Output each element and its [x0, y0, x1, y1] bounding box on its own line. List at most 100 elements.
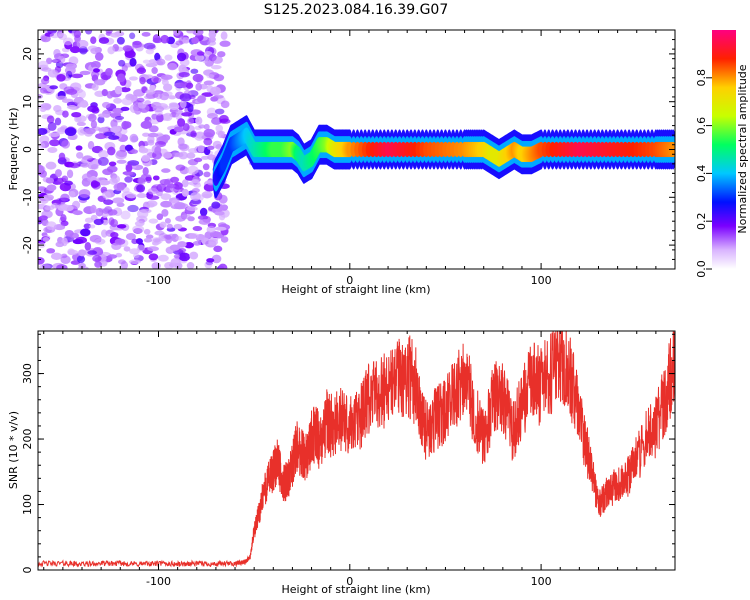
heatmap-cell — [60, 255, 71, 265]
heatmap-cell — [145, 48, 155, 55]
heatmap-cell — [207, 40, 217, 46]
heatmap-cell — [214, 108, 225, 115]
heatmap-cell — [90, 163, 99, 170]
heatmap-cell — [56, 129, 66, 135]
heatmap-cell — [114, 85, 123, 95]
heatmap-cell — [160, 200, 173, 208]
heatmap-cell — [40, 87, 47, 94]
heatmap-cell — [97, 127, 109, 132]
heatmap-cell — [137, 101, 147, 109]
heatmap-cell — [79, 45, 88, 55]
heatmap-cell — [95, 133, 107, 140]
heatmap-cell — [180, 81, 188, 87]
heatmap-cell — [76, 151, 84, 159]
heatmap-cell — [124, 176, 133, 183]
heatmap-cell — [76, 121, 86, 127]
heatmap-cell — [92, 255, 102, 262]
heatmap-cell — [145, 89, 156, 95]
heatmap-cell — [90, 36, 97, 44]
heatmap-cell — [98, 150, 109, 159]
heatmap-cell — [142, 167, 149, 176]
heatmap-cell — [173, 254, 180, 259]
heatmap-cell — [94, 52, 104, 61]
heatmap-cell — [166, 183, 176, 189]
heatmap-cell — [203, 80, 215, 86]
heatmap-cell — [159, 91, 170, 101]
heatmap-cell — [206, 74, 215, 79]
heatmap-cell — [147, 202, 155, 208]
heatmap-cell — [203, 123, 210, 130]
heatmap-cell — [175, 109, 184, 115]
heatmap-cell — [44, 205, 55, 211]
heatmap-cell — [190, 191, 201, 201]
heatmap-cell — [54, 169, 62, 178]
heatmap-cell — [90, 47, 101, 55]
heatmap-cell — [143, 42, 156, 50]
heatmap-cell — [154, 230, 165, 236]
heatmap-cell — [201, 54, 209, 64]
heatmap-cell — [125, 232, 137, 241]
heatmap-cell — [213, 245, 223, 253]
heatmap-cell — [61, 175, 69, 183]
heatmap-cell — [151, 113, 158, 120]
heatmap-cell — [73, 30, 81, 39]
heatmap-cell — [177, 118, 186, 127]
heatmap-cell — [78, 262, 86, 269]
heatmap-cell — [147, 132, 159, 138]
heatmap-cell — [56, 264, 68, 269]
heatmap-cell — [71, 73, 84, 79]
heatmap-cell — [95, 207, 104, 217]
heatmap-cell — [149, 85, 156, 91]
heatmap-cell — [80, 228, 91, 237]
heatmap-cell — [121, 97, 133, 106]
heatmap-cell — [60, 193, 70, 202]
heatmap-cell — [160, 74, 173, 80]
heatmap-cell — [124, 144, 133, 152]
heatmap-cell — [115, 252, 123, 258]
heatmap-cell — [186, 262, 195, 269]
heatmap-cell — [182, 37, 190, 44]
heatmap-cell — [138, 145, 146, 153]
heatmap-cell — [178, 252, 191, 262]
heatmap-cell — [145, 234, 154, 239]
heatmap-cell — [181, 214, 192, 220]
heatmap-cell — [152, 175, 160, 181]
heatmap-cell — [196, 95, 206, 104]
heatmap-cell — [91, 83, 99, 91]
heatmap-cell — [118, 59, 126, 67]
heatmap-cell — [147, 246, 159, 252]
heatmap-cell — [69, 232, 80, 239]
heatmap-cell — [48, 132, 60, 138]
heatmap-cell — [94, 238, 106, 245]
heatmap-cell — [127, 204, 139, 213]
colorbar-tick-label: 0.8 — [695, 69, 708, 87]
heatmap-cell — [140, 120, 153, 129]
heatmap-cell — [191, 188, 200, 193]
heatmap-cell — [42, 237, 50, 242]
heatmap-cell — [56, 95, 67, 101]
heatmap-cell — [46, 184, 57, 192]
heatmap-cell — [107, 165, 118, 173]
heatmap-cell — [78, 89, 86, 99]
heatmap-cell — [210, 65, 222, 70]
heatmap-cell — [77, 102, 88, 108]
heatmap-cell — [56, 74, 66, 82]
heatmap-cell — [164, 218, 171, 224]
heatmap-cell — [220, 236, 229, 243]
heatmap-cell — [110, 231, 119, 238]
spectrogram-ytick-label: 20 — [21, 47, 34, 61]
heatmap-cell — [97, 113, 108, 118]
heatmap-cell — [116, 36, 125, 45]
heatmap-cell — [203, 128, 216, 138]
colorbar-tick-label: 0.0 — [695, 260, 708, 278]
heatmap-cell — [189, 251, 199, 260]
heatmap-cell — [46, 115, 55, 124]
heatmap-cell — [141, 31, 151, 37]
heatmap-cell — [123, 121, 132, 129]
heatmap-cell — [168, 102, 179, 108]
heatmap-cell — [173, 223, 183, 230]
heatmap-cell — [218, 263, 228, 269]
heatmap-cell — [147, 195, 160, 200]
heatmap-cell — [197, 235, 205, 243]
heatmap-cell — [50, 252, 63, 260]
